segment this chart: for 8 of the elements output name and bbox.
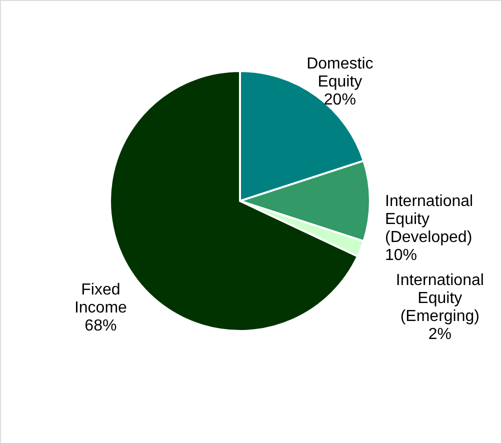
- slice-label: Fixed Income: [74, 281, 128, 316]
- slice-label: International Equity (Emerging): [396, 272, 484, 326]
- slice-label: Domestic Equity: [306, 55, 374, 90]
- data-label: 68%: [84, 317, 117, 334]
- data-label: 20%: [324, 91, 356, 108]
- slice-label: International Equity (Developed): [385, 193, 474, 246]
- data-label: 2%: [428, 326, 452, 344]
- data-label: 10%: [385, 247, 418, 264]
